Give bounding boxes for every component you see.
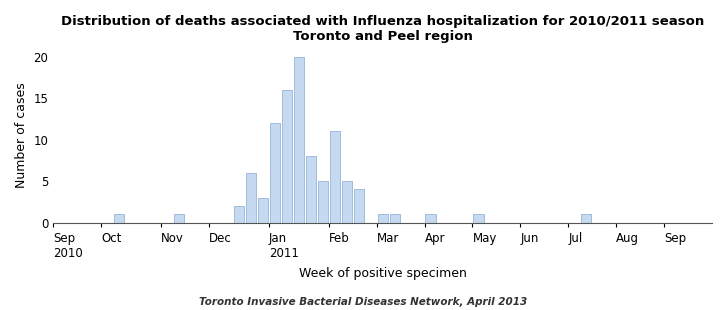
Bar	[246, 173, 256, 223]
Bar	[329, 131, 340, 223]
Bar	[390, 214, 400, 223]
Bar	[270, 123, 280, 223]
Bar	[353, 189, 364, 223]
Text: Toronto Invasive Bacterial Diseases Network, April 2013: Toronto Invasive Bacterial Diseases Netw…	[199, 297, 528, 307]
Bar	[114, 214, 124, 223]
Bar	[282, 90, 292, 223]
Y-axis label: Number of cases: Number of cases	[15, 82, 28, 188]
Bar	[377, 214, 387, 223]
Bar	[581, 214, 591, 223]
Bar	[473, 214, 483, 223]
Bar	[425, 214, 435, 223]
X-axis label: Week of positive specimen: Week of positive specimen	[299, 267, 467, 280]
Bar	[305, 156, 316, 223]
Bar	[294, 57, 304, 223]
Bar	[234, 206, 244, 223]
Bar	[342, 181, 352, 223]
Title: Distribution of deaths associated with Influenza hospitalization for 2010/2011 s: Distribution of deaths associated with I…	[61, 15, 704, 43]
Bar	[258, 198, 268, 223]
Bar	[174, 214, 184, 223]
Bar	[318, 181, 328, 223]
